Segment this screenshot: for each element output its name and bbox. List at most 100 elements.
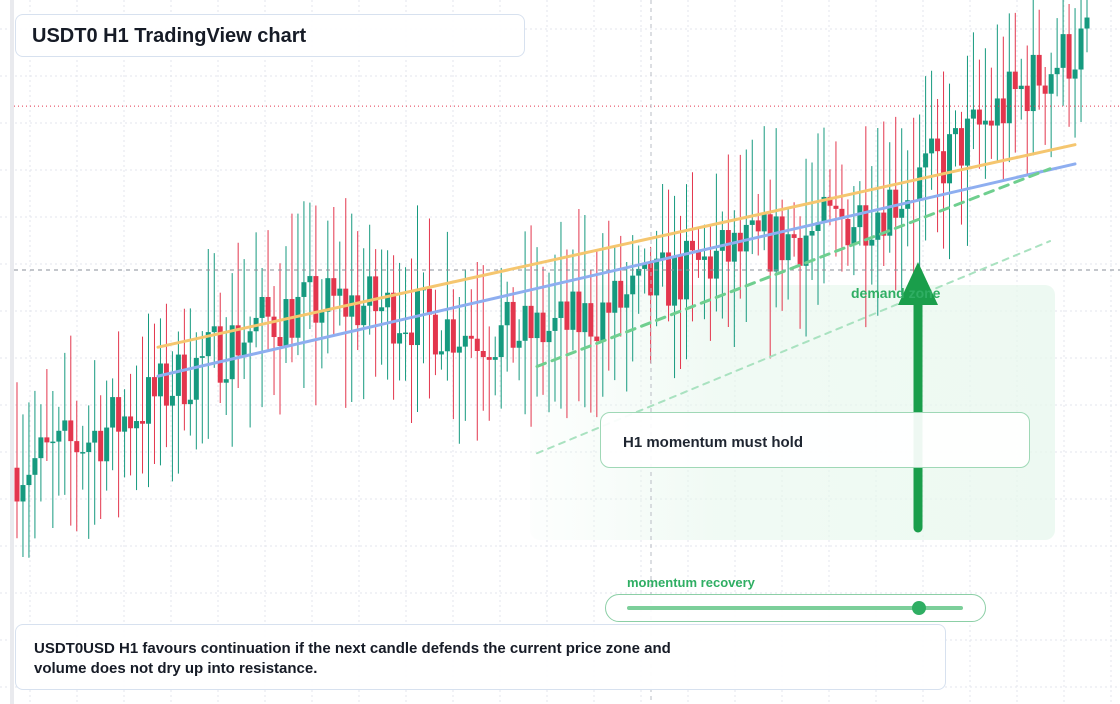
candle-body (552, 317, 558, 331)
candle-body (56, 430, 62, 442)
candle-body (26, 474, 32, 486)
momentum-slider-track[interactable] (627, 606, 963, 610)
candle-body (62, 420, 68, 431)
candle-body (217, 326, 223, 383)
candle-body (618, 280, 624, 308)
candle-body (845, 218, 851, 246)
candle-body (325, 278, 331, 312)
candle-body (707, 256, 713, 279)
candle-body (1054, 67, 1060, 75)
candle-body (779, 216, 785, 261)
candle-body (761, 214, 767, 232)
candle-body (1060, 34, 1066, 68)
momentum-note: H1 momentum must hold (600, 412, 1030, 468)
summary-line-1: USDT0USD H1 favours continuation if the … (34, 640, 671, 657)
candle-body (528, 305, 534, 339)
trend-light-dashed-line (536, 240, 1051, 455)
candles-layer (14, 0, 1090, 558)
candle-body (151, 377, 157, 397)
candle-body (38, 437, 44, 459)
momentum-slider-knob[interactable] (912, 601, 927, 615)
candle-body (947, 134, 953, 184)
candle-body (301, 282, 307, 297)
candle-body (277, 337, 283, 347)
candle-body (905, 200, 911, 209)
candle-body (887, 189, 893, 236)
candle-body (313, 276, 319, 323)
candle-body (893, 189, 899, 218)
candle-body (104, 427, 110, 462)
candle-body (713, 250, 719, 279)
candle-body (403, 332, 409, 335)
candle-body (373, 276, 379, 312)
candle-body (259, 297, 265, 318)
candle-body (20, 485, 26, 502)
candle-body (564, 301, 570, 330)
candle-body (976, 109, 982, 125)
candle-body (821, 196, 827, 223)
trend-dashed-line (535, 167, 1052, 368)
candle-body (361, 305, 367, 326)
candle-body (988, 120, 994, 126)
candle-body (444, 319, 450, 352)
candle-body (863, 205, 869, 246)
candle-body (917, 167, 923, 201)
momentum-slider[interactable] (605, 594, 986, 622)
candle-body (492, 357, 498, 360)
candle-body (570, 291, 576, 330)
candle-body (964, 118, 970, 166)
candle-body (899, 208, 905, 218)
candle-body (229, 325, 235, 380)
candle-body (211, 326, 217, 333)
candle-body (1030, 54, 1036, 112)
candle-body (498, 325, 504, 358)
candle-body (193, 357, 199, 400)
candle-body (689, 240, 695, 251)
candle-body (654, 258, 660, 296)
candle-body (379, 307, 385, 312)
candle-body (1006, 71, 1012, 124)
candle-body (606, 302, 612, 313)
candle-body (462, 335, 468, 347)
candle-body (450, 319, 456, 353)
candle-body (672, 255, 678, 306)
candle-body (540, 312, 546, 343)
candle-body (970, 109, 976, 119)
candle-body (116, 397, 122, 432)
candle-body (1066, 34, 1072, 79)
candle-body (86, 442, 92, 453)
candle-body (14, 467, 20, 502)
candle-body (851, 227, 857, 246)
candle-body (767, 214, 773, 272)
candle-body (516, 340, 522, 348)
candle-body (391, 292, 397, 344)
candle-body (50, 441, 56, 444)
candle-body (98, 430, 104, 462)
candle-body (122, 416, 128, 432)
candle-body (1078, 28, 1084, 70)
candle-body (1036, 54, 1042, 86)
candle-body (355, 295, 361, 326)
candle-body (319, 311, 325, 323)
candle-body (791, 234, 797, 238)
candle-body (68, 420, 74, 442)
candle-body (409, 332, 415, 346)
candle-body (265, 297, 271, 317)
candle-body (600, 302, 606, 341)
candle-body (755, 220, 761, 232)
candle-body (749, 220, 755, 225)
candle-body (92, 430, 98, 443)
candle-body (546, 330, 552, 343)
candle-body (809, 230, 815, 236)
candle-body (271, 316, 277, 338)
candle-body (642, 263, 648, 269)
candle-body (636, 268, 642, 276)
candle-body (157, 363, 163, 397)
demand-zone-label: demand zone (851, 285, 941, 301)
candle-body (588, 303, 594, 337)
candle-body (235, 325, 241, 356)
candle-body (881, 212, 887, 236)
indicator-lines (156, 143, 1077, 455)
candle-body (74, 441, 80, 453)
candle-body (175, 354, 181, 396)
